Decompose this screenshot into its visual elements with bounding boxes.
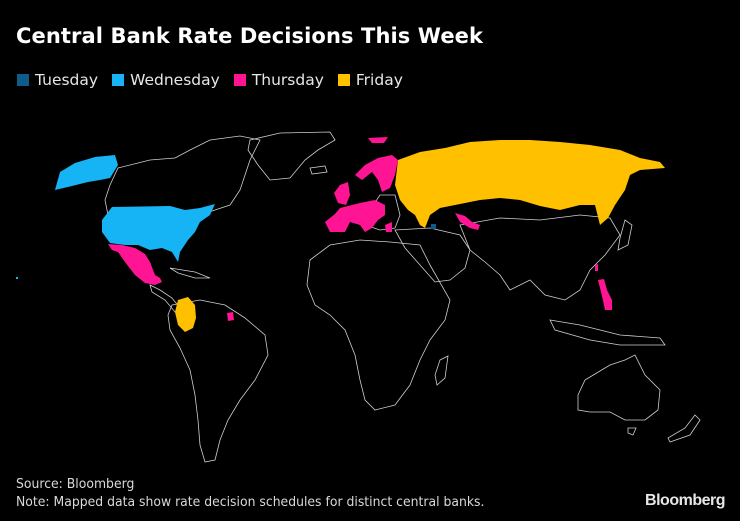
region-madagascar [434,355,449,386]
region-eurozone [325,200,385,232]
thursday-regions [108,137,612,321]
tuesday-regions [431,224,436,229]
region-nordics [355,155,398,192]
region-armenia [431,224,436,229]
region-uk-ireland [334,182,350,205]
land-outlines [104,131,701,463]
region-new-zealand [667,414,701,443]
legend-label-wednesday: Wednesday [130,71,220,89]
region-asia [459,214,621,301]
region-hawaii [16,277,18,279]
note-text: Note: Mapped data show rate decision sch… [16,494,485,510]
legend-item-wednesday: Wednesday [112,71,220,89]
legend-swatch-friday [337,74,350,86]
source-text: Source: Bloomberg [16,476,135,492]
region-philippines [598,279,612,310]
region-usa [102,204,215,262]
region-middle-east [394,227,471,283]
region-central-america [149,284,181,313]
region-colombia [175,297,196,332]
friday-regions [175,140,665,332]
world-map [16,131,701,463]
region-suriname [227,312,234,321]
wednesday-regions [16,155,215,279]
legend-label-tuesday: Tuesday [35,71,99,89]
legend-label-thursday: Thursday [251,71,324,89]
region-greece [385,222,392,232]
region-tasmania [627,427,637,436]
legend-swatch-wednesday [112,74,125,86]
legend-label-friday: Friday [355,71,403,89]
region-south-america [167,299,269,463]
legend-swatch-tuesday [17,74,29,86]
region-indonesia [549,319,666,346]
legend-swatch-thursday [233,74,246,86]
brand-logo: Bloomberg [645,492,725,509]
region-japan [617,219,633,251]
chart-title: Central Bank Rate Decisions This Week [16,24,484,48]
region-alaska [55,155,118,190]
legend-item-friday: Friday [337,71,403,89]
region-svalbard [368,137,388,143]
region-australia [577,354,661,421]
region-uzbekistan [455,213,480,230]
legend-item-tuesday: Tuesday [17,71,98,89]
footer: Source: Bloomberg Note: Mapped data show… [16,475,484,511]
region-cuba [169,267,211,279]
region-mexico [108,244,162,285]
region-russia [395,140,665,228]
legend-item-thursday: Thursday [233,71,324,89]
region-taiwan [595,264,598,271]
region-iceland [309,165,328,175]
region-greenland [247,131,336,181]
legend: Tuesday Wednesday Thursday Friday [17,71,403,89]
region-africa [306,239,451,411]
